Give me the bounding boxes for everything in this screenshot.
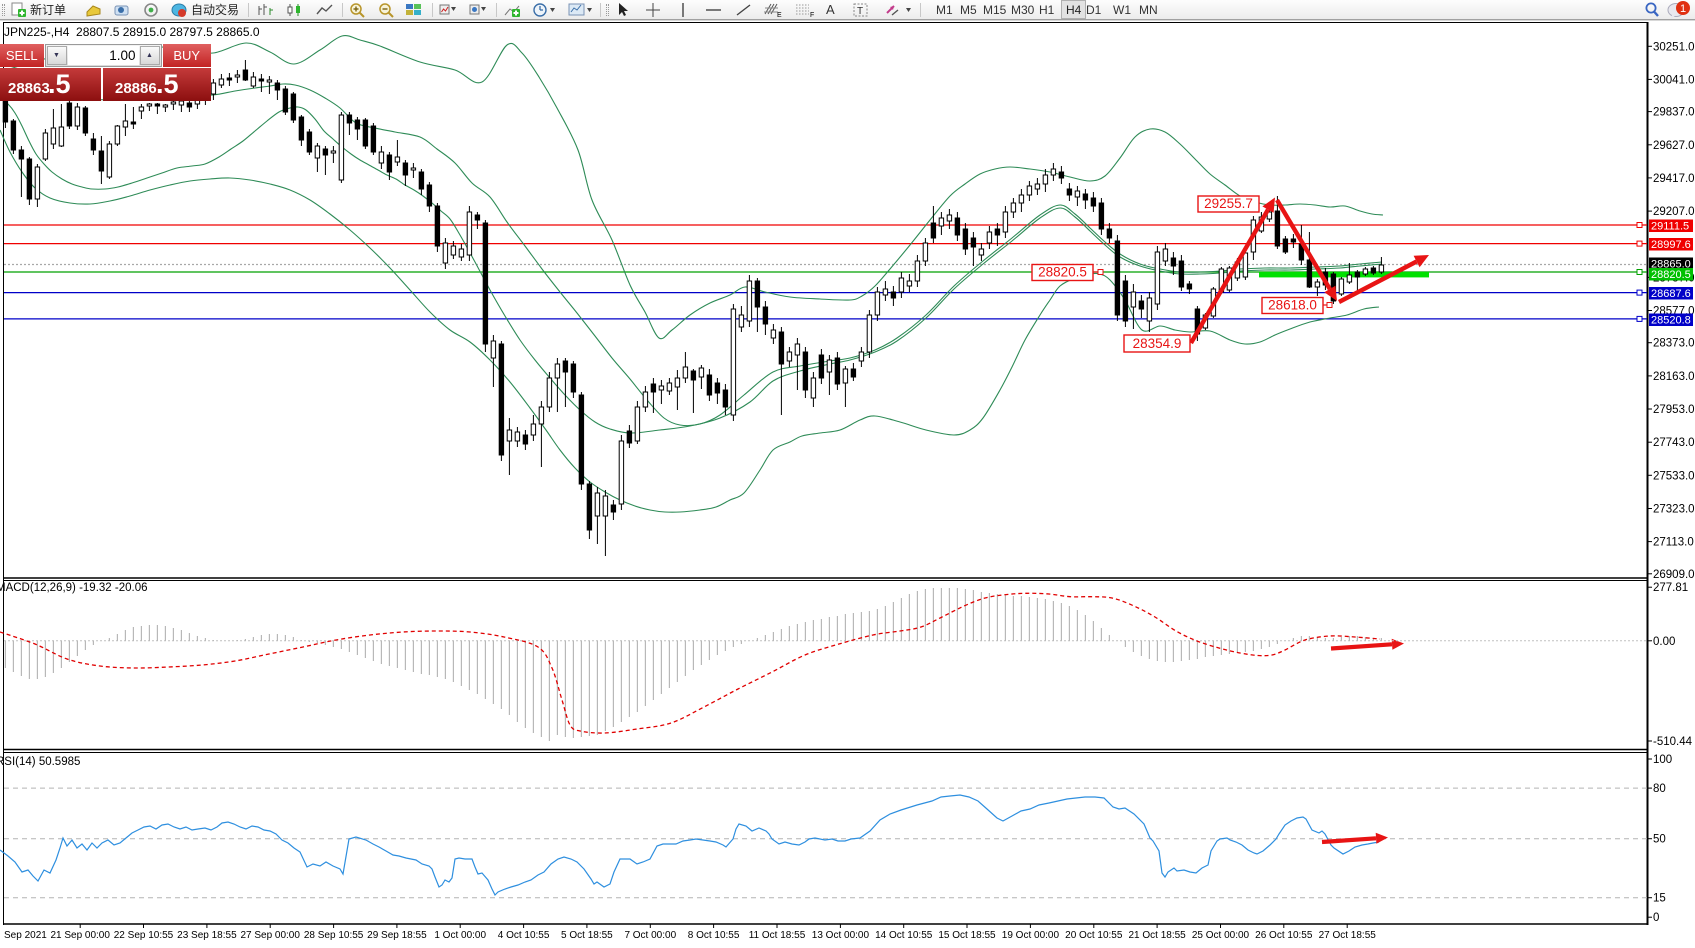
svg-text:0: 0 xyxy=(1653,912,1659,924)
svg-text:28865.0: 28865.0 xyxy=(1651,259,1691,271)
svg-text:15 Oct 18:55: 15 Oct 18:55 xyxy=(938,930,996,941)
svg-text:29 Sep 18:55: 29 Sep 18:55 xyxy=(367,930,427,941)
svg-text:28820.5: 28820.5 xyxy=(1038,265,1087,280)
svg-text:29627.0: 29627.0 xyxy=(1653,140,1695,152)
svg-text:80: 80 xyxy=(1653,783,1666,795)
svg-text:19 Oct 00:00: 19 Oct 00:00 xyxy=(1002,930,1060,941)
svg-text:27 Oct 18:55: 27 Oct 18:55 xyxy=(1319,930,1377,941)
svg-text:26909.0: 26909.0 xyxy=(1653,569,1695,581)
svg-text:11 Oct 18:55: 11 Oct 18:55 xyxy=(749,930,806,941)
svg-text:23 Sep 18:55: 23 Sep 18:55 xyxy=(177,930,237,941)
svg-text:28 Sep 10:55: 28 Sep 10:55 xyxy=(304,930,364,941)
svg-text:27743.0: 27743.0 xyxy=(1653,437,1695,449)
svg-text:21 Oct 18:55: 21 Oct 18:55 xyxy=(1128,930,1186,941)
svg-text:26 Oct 10:55: 26 Oct 10:55 xyxy=(1255,930,1313,941)
svg-text:0.00: 0.00 xyxy=(1653,636,1675,648)
svg-text:T: T xyxy=(857,6,863,17)
svg-text:29417.0: 29417.0 xyxy=(1653,173,1695,185)
svg-text:28997.6: 28997.6 xyxy=(1651,239,1691,251)
svg-text:28163.0: 28163.0 xyxy=(1653,371,1695,383)
svg-text:5 Oct 18:55: 5 Oct 18:55 xyxy=(561,930,613,941)
svg-text:E: E xyxy=(777,12,782,18)
svg-text:27533.0: 27533.0 xyxy=(1653,470,1695,482)
svg-text:13 Oct 00:00: 13 Oct 00:00 xyxy=(812,930,870,941)
svg-text:27953.0: 27953.0 xyxy=(1653,404,1695,416)
svg-text:22 Sep 10:55: 22 Sep 10:55 xyxy=(114,930,174,941)
svg-text:28520.8: 28520.8 xyxy=(1651,315,1691,327)
svg-text:28820.5: 28820.5 xyxy=(1651,269,1691,281)
svg-text:-510.44: -510.44 xyxy=(1653,736,1693,748)
svg-text:28373.0: 28373.0 xyxy=(1653,338,1695,350)
svg-text:27 Sep 00:00: 27 Sep 00:00 xyxy=(240,930,300,941)
svg-text:7 Oct 00:00: 7 Oct 00:00 xyxy=(624,930,676,941)
svg-text:Sep 2021: Sep 2021 xyxy=(4,930,47,941)
svg-text:F: F xyxy=(810,12,814,18)
svg-text:15: 15 xyxy=(1653,893,1666,905)
svg-text:28687.6: 28687.6 xyxy=(1651,288,1691,300)
svg-text:29255.7: 29255.7 xyxy=(1204,196,1253,211)
svg-text:28354.9: 28354.9 xyxy=(1133,336,1182,351)
svg-text:27323.0: 27323.0 xyxy=(1653,504,1695,516)
svg-text:27113.0: 27113.0 xyxy=(1653,537,1694,549)
svg-text:29111.5: 29111.5 xyxy=(1651,221,1689,233)
svg-text:8 Oct 10:55: 8 Oct 10:55 xyxy=(688,930,740,941)
svg-text:4 Oct 10:55: 4 Oct 10:55 xyxy=(498,930,550,941)
svg-text:100: 100 xyxy=(1653,754,1672,766)
svg-text:14 Oct 10:55: 14 Oct 10:55 xyxy=(875,930,933,941)
svg-text:1: 1 xyxy=(1680,3,1686,15)
svg-text:1 Oct 00:00: 1 Oct 00:00 xyxy=(434,930,486,941)
svg-text:29837.0: 29837.0 xyxy=(1653,107,1695,119)
svg-text:50: 50 xyxy=(1653,834,1666,846)
svg-text:29207.0: 29207.0 xyxy=(1653,206,1695,218)
svg-text:30251.0: 30251.0 xyxy=(1653,41,1695,53)
svg-text:277.81: 277.81 xyxy=(1653,582,1688,594)
svg-text:RSI(14) 50.5985: RSI(14) 50.5985 xyxy=(0,756,80,768)
svg-text:25 Oct 00:00: 25 Oct 00:00 xyxy=(1192,930,1250,941)
svg-text:20 Oct 10:55: 20 Oct 10:55 xyxy=(1065,930,1123,941)
svg-text:MACD(12,26,9) -19.32 -20.06: MACD(12,26,9) -19.32 -20.06 xyxy=(0,582,148,594)
svg-text:28618.0: 28618.0 xyxy=(1268,298,1317,313)
svg-text:21 Sep 00:00: 21 Sep 00:00 xyxy=(50,930,110,941)
svg-text:30041.0: 30041.0 xyxy=(1653,74,1695,86)
